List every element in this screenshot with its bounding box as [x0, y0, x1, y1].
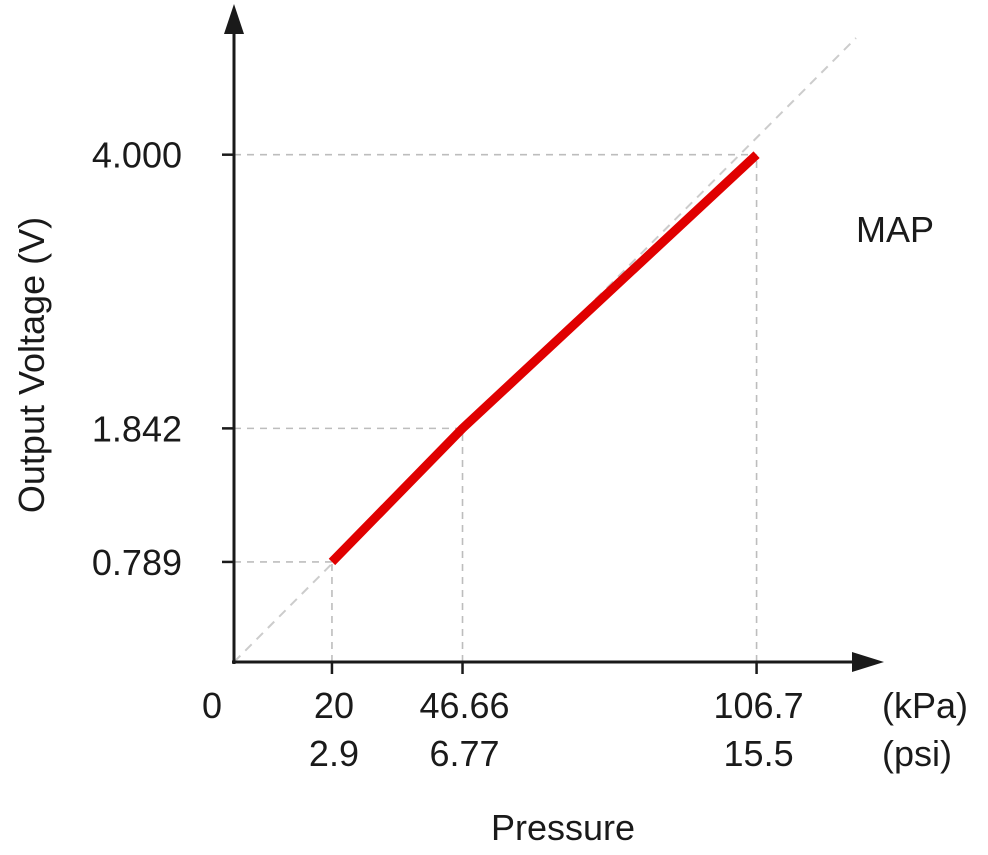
x-axis-arrow: [852, 652, 884, 672]
guide-lines: [234, 153, 758, 662]
ticks: 0.789 1.842 4.000 20 2.9 46.66 6.77 106.7 15.5: [92, 135, 804, 774]
y-axis-arrow: [224, 4, 244, 34]
series: [328, 151, 760, 566]
x-origin-label: 0: [202, 685, 222, 726]
map-annotation: MAP: [856, 209, 934, 250]
y-tick-label: 1.842: [92, 408, 182, 449]
x-tick-label-kpa: 20: [314, 685, 354, 726]
x-tick-label-psi: 2.9: [309, 733, 359, 774]
y-axis-title: Output Voltage (V): [11, 217, 52, 513]
x-tick-label-kpa: 106.7: [714, 685, 804, 726]
y-tick-label: 4.000: [92, 135, 182, 176]
x-tick-label-psi: 6.77: [429, 733, 499, 774]
series-line: [328, 151, 760, 566]
x-tick-label-psi: 15.5: [724, 733, 794, 774]
x-axis-title: Pressure: [491, 807, 635, 848]
y-tick-label: 0.789: [92, 542, 182, 583]
x-tick-label-kpa: 46.66: [419, 685, 509, 726]
x-unit-secondary: (psi): [882, 733, 952, 774]
x-unit-primary: (kPa): [882, 685, 968, 726]
